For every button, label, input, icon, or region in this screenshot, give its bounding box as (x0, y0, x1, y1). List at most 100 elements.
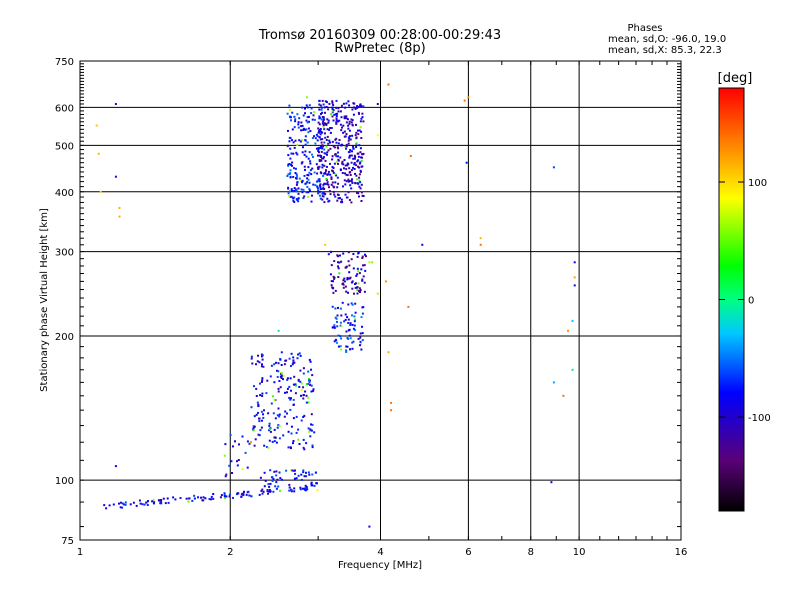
data-point (322, 103, 325, 106)
data-point (329, 147, 332, 150)
data-point (362, 152, 365, 155)
data-point (330, 183, 333, 186)
data-point (358, 287, 361, 290)
data-point (335, 155, 338, 158)
data-point (353, 154, 356, 157)
data-point (228, 493, 231, 496)
data-point (337, 267, 340, 270)
data-point (313, 111, 316, 114)
data-point (342, 124, 345, 127)
data-point (295, 431, 298, 434)
data-point (337, 194, 340, 196)
data-point (118, 207, 121, 209)
data-point (263, 471, 266, 474)
data-point (333, 340, 336, 343)
data-point (306, 488, 309, 491)
data-point (326, 128, 329, 131)
data-point (242, 492, 245, 495)
data-point (359, 289, 362, 292)
data-point (352, 267, 355, 270)
data-point (271, 476, 274, 479)
data-point (306, 116, 309, 119)
data-point (345, 180, 348, 183)
data-point (361, 339, 364, 342)
x-tick-label: 2 (227, 547, 233, 558)
data-point (153, 501, 156, 504)
data-point (300, 188, 303, 191)
data-point (273, 436, 276, 439)
data-point (323, 141, 326, 144)
data-point (252, 429, 255, 432)
data-point (322, 186, 325, 189)
data-point (301, 124, 304, 127)
data-point (255, 413, 258, 416)
data-point (138, 499, 141, 502)
data-point (360, 117, 363, 120)
data-point (343, 320, 346, 323)
data-point (331, 101, 334, 104)
data-point (319, 146, 322, 149)
data-point (331, 305, 334, 308)
data-point (306, 177, 309, 180)
data-point (339, 321, 342, 324)
data-point (324, 100, 327, 103)
data-point (346, 162, 349, 165)
data-point (316, 139, 319, 142)
data-point (262, 365, 265, 368)
data-point (346, 345, 349, 348)
data-point (290, 195, 293, 198)
data-point (301, 179, 304, 182)
data-point (303, 153, 306, 156)
data-point (354, 182, 357, 185)
data-point (320, 141, 323, 144)
data-point (337, 107, 340, 110)
data-point (297, 353, 300, 356)
data-point (376, 103, 379, 105)
data-point (342, 102, 345, 105)
data-point (333, 146, 336, 149)
data-point (311, 137, 314, 139)
data-point (329, 193, 332, 196)
data-point (324, 159, 327, 162)
data-point (329, 173, 332, 176)
data-point (331, 158, 334, 161)
data-point (278, 380, 281, 382)
data-point (223, 495, 226, 498)
data-point (313, 171, 316, 174)
data-point (357, 252, 360, 255)
data-point (357, 337, 360, 340)
data-point (321, 138, 324, 141)
data-point (331, 115, 334, 118)
data-point (261, 363, 263, 366)
data-point (341, 301, 344, 304)
data-point (335, 99, 338, 102)
data-point (357, 159, 360, 162)
x-axis-label: Frequency [MHz] (338, 560, 422, 571)
data-point (317, 150, 320, 152)
data-point (273, 470, 276, 473)
data-point (236, 464, 239, 467)
data-point (313, 484, 316, 487)
data-point (289, 195, 292, 198)
data-point (279, 358, 282, 361)
data-point (325, 178, 328, 180)
data-point (139, 502, 142, 505)
y-tick-label: 100 (55, 476, 74, 487)
data-point (327, 119, 330, 122)
chart-title: Tromsø 20160309 00:28:00-00:29:43 (258, 28, 501, 43)
data-point (351, 178, 353, 181)
data-point (307, 370, 310, 373)
data-point (360, 159, 363, 162)
data-point (342, 185, 344, 188)
data-point (359, 104, 361, 107)
data-point (112, 503, 115, 506)
data-point (335, 106, 338, 109)
data-point (304, 112, 306, 115)
data-point (288, 104, 291, 107)
data-point (347, 322, 350, 324)
data-point (338, 272, 341, 275)
data-point (278, 471, 281, 474)
data-point (355, 174, 358, 177)
data-point (343, 115, 346, 118)
data-point (290, 389, 292, 392)
